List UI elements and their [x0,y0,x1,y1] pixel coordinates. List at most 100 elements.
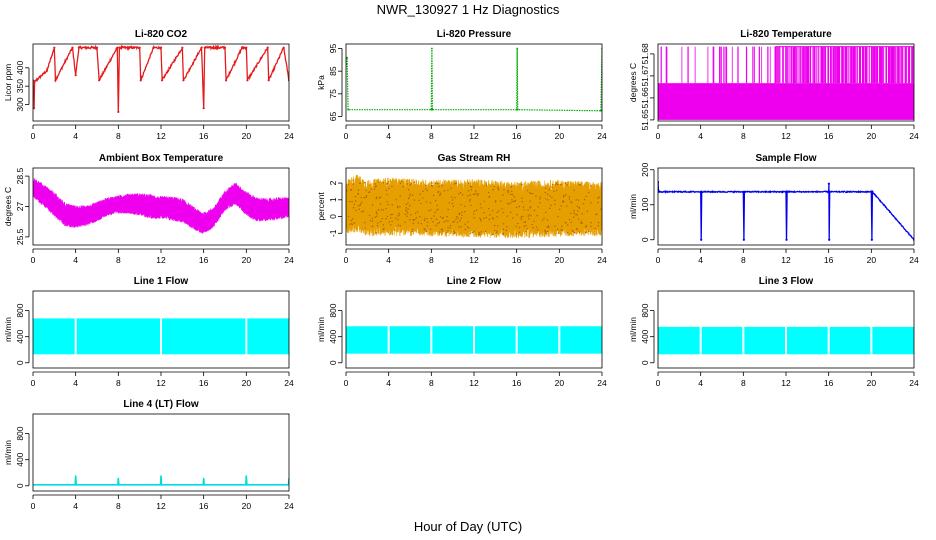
data-point-li-820-co2 [71,46,74,49]
data-point-gas-stream-rh [399,182,402,185]
gap-line-2-flow [558,326,561,354]
gap-line-3-flow [870,326,873,355]
data-point-gas-stream-rh [483,212,485,214]
data-point-li-820-pressure [347,108,350,111]
data-point-gas-stream-rh [374,183,377,185]
panel-title-line-4-lt-flow: Line 4 (LT) Flow [123,399,199,410]
data-point-gas-stream-rh [461,211,463,214]
data-point-gas-stream-rh [353,222,356,224]
x-tick-label-line-4-lt-flow: 4 [73,501,78,511]
data-point-gas-stream-rh [546,226,548,228]
data-point-gas-stream-rh [557,232,560,234]
data-point-gas-stream-rh [441,185,443,187]
data-point-gas-stream-rh [354,195,357,198]
data-point-gas-stream-rh [476,194,479,196]
data-layer-sample-flow [658,180,914,241]
data-point-gas-stream-rh [426,189,429,192]
data-point-gas-stream-rh [560,205,562,207]
data-point-gas-stream-rh [550,204,552,206]
data-point-gas-stream-rh [545,198,547,200]
plot-frame-line-4-lt-flow [32,413,290,492]
x-tick-label-line-4-lt-flow: 8 [116,501,121,511]
data-point-gas-stream-rh [547,225,550,227]
x-tick-label-li-820-temperature: 0 [656,131,661,141]
data-point-gas-stream-rh [363,196,366,199]
data-point-gas-stream-rh [428,210,430,212]
gap-line-2-flow [515,326,518,354]
gap-line-1-flow [245,318,248,355]
data-point-gas-stream-rh [441,217,444,220]
panel-title-ambient-box-temperature: Ambient Box Temperature [99,153,224,164]
data-point-gas-stream-rh [347,215,350,218]
panel-title-li-820-pressure: Li-820 Pressure [437,29,512,40]
data-point-li-820-pressure [430,47,433,50]
data-point-gas-stream-rh [552,183,554,186]
data-point-gas-stream-rh [435,182,437,185]
data-point-gas-stream-rh [352,183,354,185]
y-tick-label-line-4-lt-flow: 800 [15,426,25,440]
data-point-li-820-co2 [267,79,270,82]
data-point-gas-stream-rh [406,183,409,185]
data-point-gas-stream-rh [385,207,387,210]
x-tick-label-gas-stream-rh: 24 [597,255,607,265]
panel-line-1-flow: Line 1 Flow ml/min 0 4 8 12 16 20 24 0 400 800 [3,276,294,388]
x-tick-label-li-820-temperature: 24 [909,131,919,141]
x-tick-label-li-820-pressure: 16 [512,131,522,141]
x-tick-label-line-1-flow: 12 [156,378,166,388]
data-point-gas-stream-rh [391,220,393,223]
data-point-gas-stream-rh [578,206,580,209]
data-point-gas-stream-rh [590,221,592,224]
data-point-gas-stream-rh [414,212,417,214]
data-point-li-820-co2 [33,107,36,110]
data-point-gas-stream-rh [469,194,471,196]
data-point-gas-stream-rh [371,225,373,228]
x-tick-label-line-3-flow: 20 [867,378,877,388]
data-point-gas-stream-rh [414,218,416,221]
x-tick-label-line-4-lt-flow: 16 [199,501,209,511]
data-point-gas-stream-rh [358,182,361,184]
data-point-li-820-co2 [202,107,205,110]
data-point-gas-stream-rh [484,230,487,233]
data-point-gas-stream-rh [451,202,454,205]
data-point-gas-stream-rh [566,232,569,234]
data-layer-ambient-box-temperature [33,177,289,235]
data-point-gas-stream-rh [437,182,439,185]
data-point-gas-stream-rh [369,219,372,222]
data-point-gas-stream-rh [529,206,532,208]
data-point-gas-stream-rh [502,211,504,214]
data-layer-line-1-flow [33,318,289,355]
y-tick-label-li-820-temperature: 51.66 [640,87,650,109]
panel-title-line-3-flow: Line 3 Flow [759,276,814,287]
y-tick-label-line-1-flow: 800 [15,303,25,317]
y-tick-label-li-820-temperature: 51.67 [640,65,650,87]
data-point-gas-stream-rh [439,216,442,218]
gap-line-2-flow [430,326,433,354]
data-point-gas-stream-rh [350,223,353,225]
data-point-gas-stream-rh [439,231,441,233]
data-point-gas-stream-rh [518,231,520,234]
data-point-gas-stream-rh [447,226,449,229]
data-point-gas-stream-rh [556,228,559,231]
data-point-gas-stream-rh [368,214,371,217]
data-point-gas-stream-rh [383,227,385,230]
data-point-gas-stream-rh [391,185,393,188]
data-point-gas-stream-rh [431,182,433,184]
data-point-gas-stream-rh [448,202,450,204]
data-point-gas-stream-rh [408,195,411,197]
data-point-gas-stream-rh [547,199,549,201]
data-point-gas-stream-rh [564,222,567,224]
series-line-sample-flow [658,181,914,241]
data-point-gas-stream-rh [409,193,411,195]
data-point-gas-stream-rh [415,217,418,219]
data-point-sample-flow [871,190,874,193]
data-point-gas-stream-rh [509,193,512,196]
data-point-gas-stream-rh [597,197,599,200]
x-tick-label-ambient-box-temperature: 8 [116,255,121,265]
data-point-gas-stream-rh [571,229,574,231]
data-point-gas-stream-rh [566,184,568,186]
data-point-li-820-co2 [203,46,206,49]
data-point-gas-stream-rh [528,214,531,216]
data-point-gas-stream-rh [364,227,366,229]
data-point-gas-stream-rh [399,225,402,227]
